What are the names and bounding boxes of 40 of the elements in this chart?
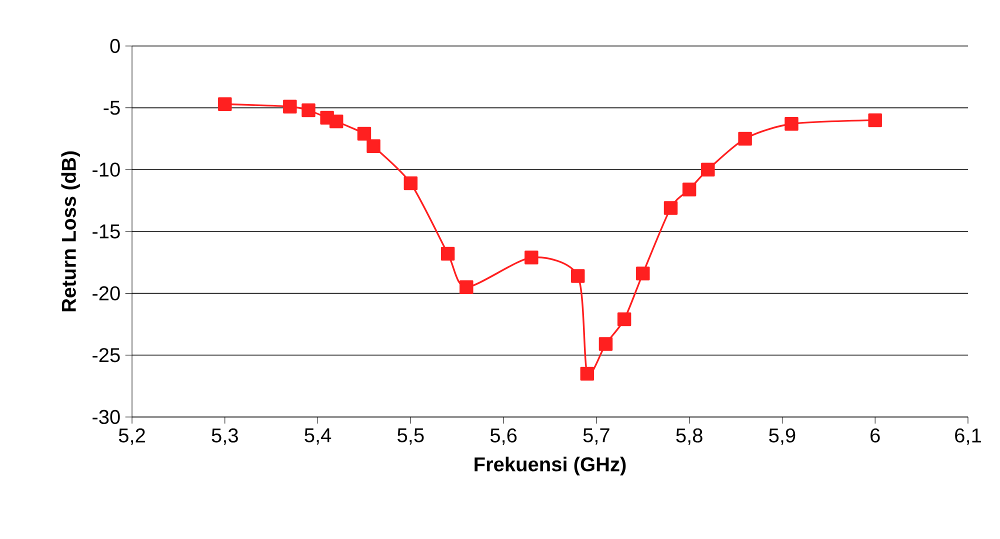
y-tick-label: -15 (92, 224, 120, 238)
point (302, 103, 316, 118)
point (218, 97, 232, 111)
x-tick-label: 5,3 (212, 428, 238, 445)
point (682, 182, 696, 196)
point (440, 246, 455, 261)
x-tick-label: 5,7 (583, 428, 610, 445)
point (366, 139, 380, 154)
point (460, 280, 474, 294)
x-tick-label: 6,1 (955, 428, 981, 445)
point (868, 113, 882, 128)
x-tick-label: 5,6 (490, 428, 517, 445)
point (580, 366, 594, 381)
y-tick-label: -5 (104, 100, 120, 115)
x-tick-label: 5,8 (676, 428, 702, 445)
x-tick-label: 5,9 (769, 428, 796, 445)
y-tick-label: 0 (110, 38, 120, 54)
point (701, 162, 715, 177)
x-tick-label: 6 (870, 428, 880, 443)
point (524, 250, 538, 264)
point (570, 269, 585, 283)
x-tick-label: 5,5 (398, 428, 424, 445)
x-tick-label: 5,4 (304, 428, 332, 445)
point (784, 117, 798, 131)
x-axis-title: Frekuensi (GHz) (474, 456, 626, 476)
point (404, 176, 418, 190)
point (598, 337, 613, 351)
y-tick-label: -30 (92, 410, 120, 424)
y-axis-title: Return Loss (dB) (61, 151, 80, 312)
point (357, 126, 372, 141)
point (664, 201, 678, 215)
y-tick-label: -10 (92, 162, 120, 177)
point (329, 114, 344, 128)
point (283, 100, 297, 114)
point (636, 266, 650, 280)
x-tick-label: 5,2 (118, 428, 145, 445)
y-tick-label: -20 (92, 286, 120, 300)
point (738, 132, 752, 146)
point (617, 312, 632, 326)
y-tick-label: -25 (92, 348, 120, 362)
